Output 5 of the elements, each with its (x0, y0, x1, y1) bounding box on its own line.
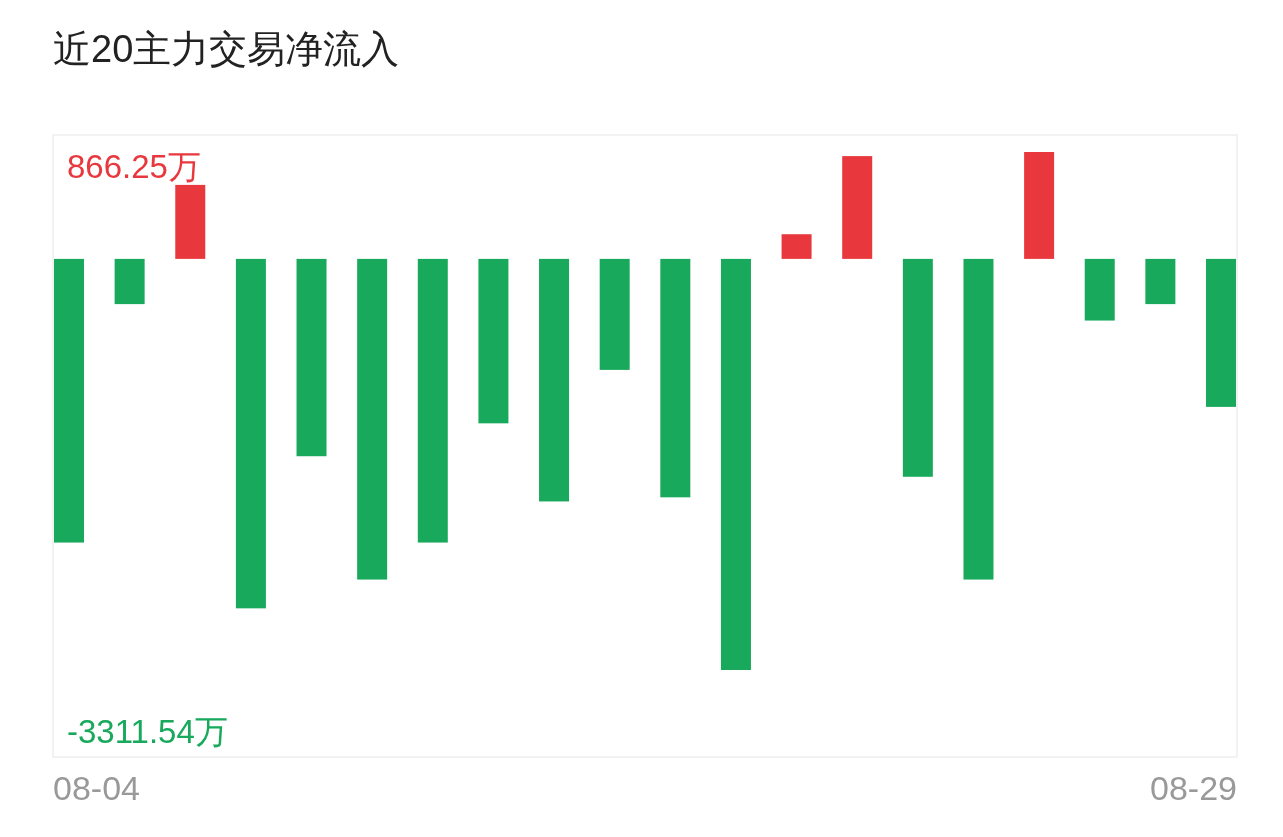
text: -3311.54万 (67, 713, 228, 750)
x-tick-label: 08-29 (1150, 769, 1237, 807)
x-tick-label: 08-04 (53, 769, 140, 807)
chart-title: 近20主力交易净流入 (53, 28, 400, 70)
annotation: 866.25万 (67, 148, 201, 185)
